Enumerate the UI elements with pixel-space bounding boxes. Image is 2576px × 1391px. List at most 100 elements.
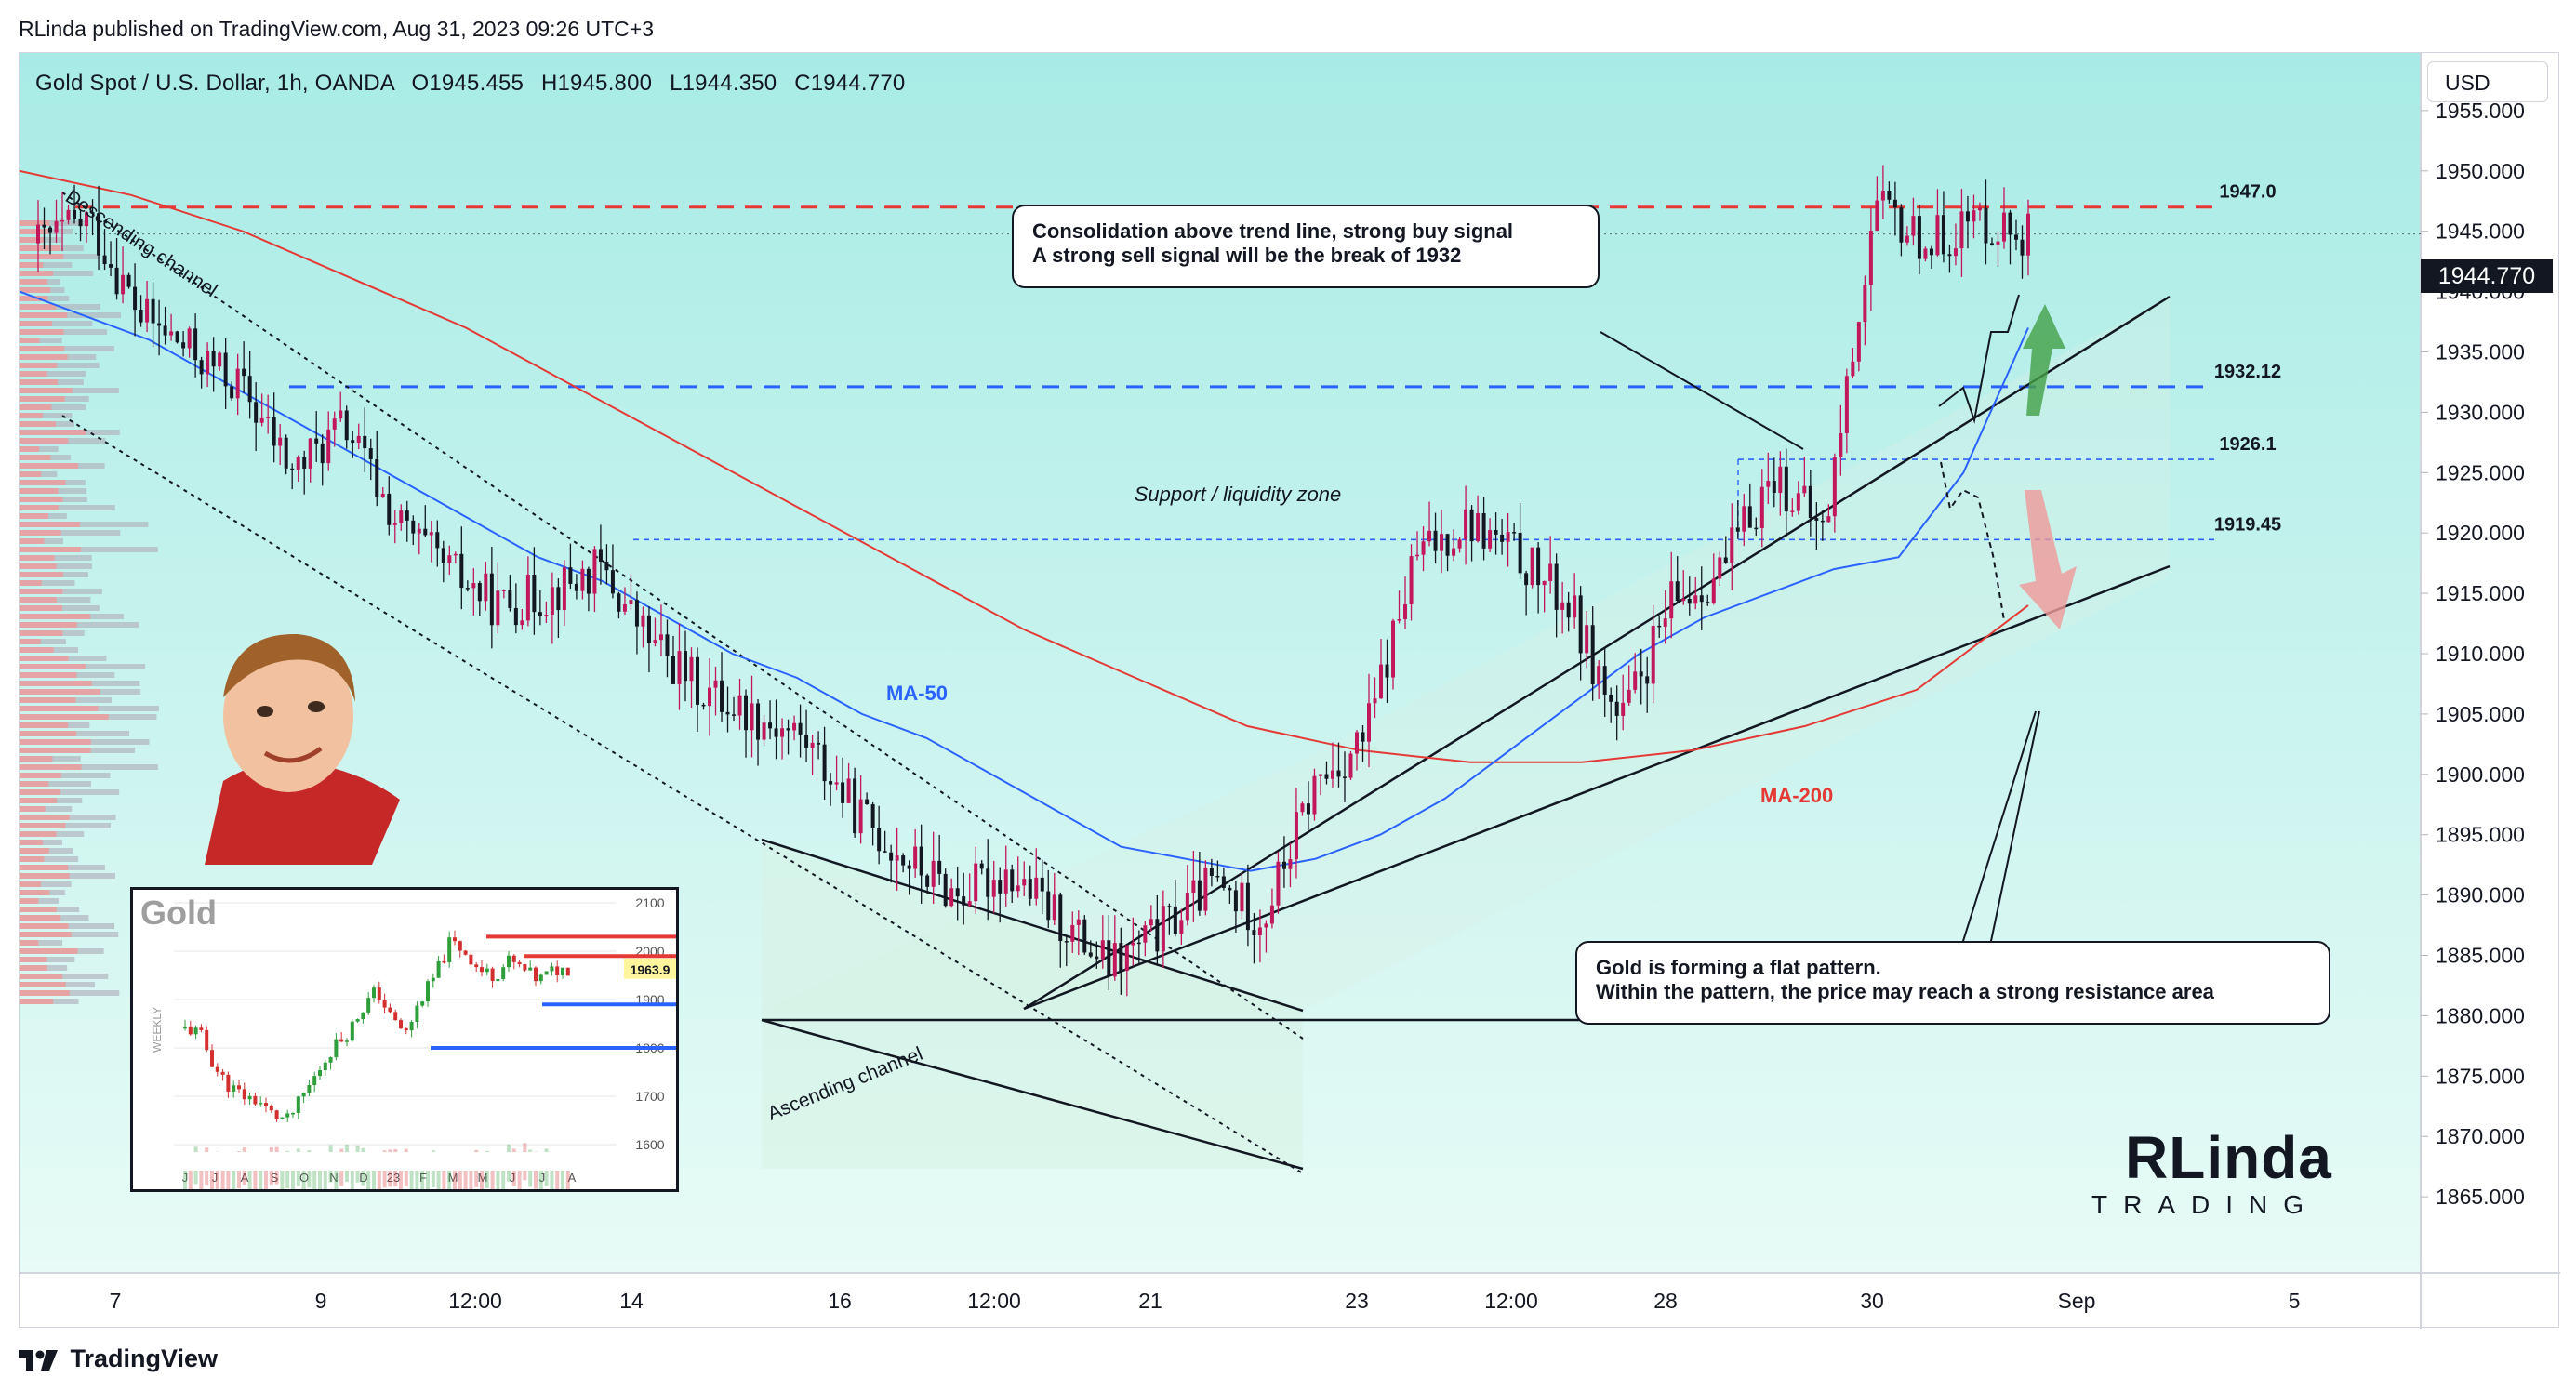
candle-body bbox=[1143, 925, 1148, 943]
candle-body bbox=[574, 583, 578, 591]
candle-body bbox=[1802, 485, 1807, 494]
candle-body bbox=[1228, 887, 1232, 891]
inset-candle-body bbox=[269, 1106, 273, 1111]
candle-body bbox=[1899, 207, 1904, 243]
inset-volume-bar bbox=[550, 1159, 554, 1189]
candle-body bbox=[405, 510, 409, 521]
candle-body bbox=[296, 457, 300, 470]
candle-body bbox=[1040, 877, 1044, 892]
volume-profile-bar-red bbox=[20, 940, 39, 946]
candle-body bbox=[974, 863, 978, 902]
candle-body bbox=[230, 386, 234, 399]
inset-candle-body bbox=[361, 1012, 365, 1020]
candle-body bbox=[841, 782, 845, 803]
candle-body bbox=[199, 360, 204, 375]
candle-body bbox=[1573, 595, 1577, 618]
inset-volume-bar bbox=[490, 1158, 495, 1189]
candle-body bbox=[1064, 941, 1069, 943]
candle-body bbox=[756, 703, 761, 740]
candle-body bbox=[223, 352, 228, 387]
candle-body bbox=[1935, 215, 1940, 256]
candle-body bbox=[580, 568, 585, 591]
candle-body bbox=[1167, 906, 1172, 907]
volume-profile-bar-red bbox=[20, 948, 78, 954]
candle-body bbox=[1530, 547, 1534, 586]
inset-candle-body bbox=[415, 1005, 419, 1022]
inset-x-tick: N bbox=[329, 1171, 338, 1185]
rlinda-logo-bottom: TRADING bbox=[2091, 1190, 2319, 1219]
volume-profile-bar bbox=[20, 898, 60, 904]
candle-body bbox=[634, 600, 639, 627]
inset-candle-body bbox=[274, 1110, 279, 1119]
inset-volume-bar bbox=[188, 1159, 193, 1189]
candle-body bbox=[1699, 595, 1704, 603]
candle-body bbox=[1481, 513, 1486, 549]
x-tick-label: 12:00 bbox=[448, 1289, 502, 1313]
candle-body bbox=[133, 286, 138, 311]
volume-profile-bar-red bbox=[20, 697, 76, 703]
volume-profile-bar-red bbox=[20, 656, 69, 661]
candle-body bbox=[1826, 516, 1831, 523]
level-label: 1947.0 bbox=[2219, 182, 2276, 203]
candle-body bbox=[870, 804, 875, 828]
open-value: O1945.455 bbox=[411, 71, 524, 96]
volume-profile-bar-red bbox=[20, 338, 40, 343]
volume-profile-bar-red bbox=[20, 806, 46, 812]
inset-candle-body bbox=[328, 1057, 333, 1063]
candle-body bbox=[786, 728, 790, 731]
candle-body bbox=[683, 651, 687, 682]
inset-volume-bar bbox=[350, 1155, 354, 1189]
level-label: 1919.45 bbox=[2214, 514, 2281, 535]
volume-profile-bar-red bbox=[20, 530, 61, 536]
candle-body bbox=[610, 570, 615, 594]
inset-volume-bar bbox=[253, 1159, 258, 1189]
candle-body bbox=[1597, 666, 1601, 684]
inset-volume-bar bbox=[232, 1159, 236, 1189]
last-price-tag: 1944.770 bbox=[2421, 259, 2553, 293]
candle-body bbox=[1131, 942, 1135, 946]
candle-body bbox=[1257, 927, 1262, 935]
tradingview-footer[interactable]: TradingView bbox=[19, 1345, 218, 1373]
candle-body bbox=[1361, 732, 1365, 742]
inset-volume-bar bbox=[366, 1158, 371, 1189]
volume-profile-bar-red bbox=[20, 781, 49, 787]
inset-candle-body bbox=[242, 1089, 246, 1100]
volume-profile-bar-red bbox=[20, 689, 100, 695]
candle-body bbox=[97, 213, 101, 256]
candle-body bbox=[998, 880, 1003, 894]
candle-body bbox=[206, 351, 210, 375]
candle-body bbox=[496, 590, 500, 626]
candle-body bbox=[1409, 556, 1414, 604]
candle-body bbox=[1645, 676, 1650, 684]
candle-body bbox=[1022, 879, 1027, 886]
inset-volume-bar bbox=[496, 1163, 500, 1189]
candle-body bbox=[1264, 923, 1268, 928]
currency-button[interactable]: USD bbox=[2427, 61, 2548, 102]
candle-body bbox=[629, 600, 633, 604]
candle-body bbox=[1518, 532, 1522, 574]
candle-body bbox=[1839, 432, 1843, 457]
volume-profile-bar-red bbox=[20, 923, 69, 929]
y-tick-label: 1935.000 bbox=[2436, 340, 2525, 364]
candle-body bbox=[320, 443, 325, 464]
volume-profile-bar-red bbox=[20, 823, 66, 828]
candle-body bbox=[653, 640, 657, 644]
y-tick-label: 1900.000 bbox=[2436, 762, 2525, 787]
inset-candle-body bbox=[366, 998, 371, 1013]
candle-body bbox=[762, 722, 766, 740]
volume-profile-bar bbox=[20, 555, 92, 561]
inset-candle-body bbox=[355, 1019, 360, 1022]
volume-profile-bar-red bbox=[20, 881, 41, 887]
volume-profile-bar bbox=[20, 940, 63, 946]
candle-body bbox=[339, 410, 343, 419]
y-tick-label: 1905.000 bbox=[2436, 702, 2525, 726]
candle-body bbox=[1832, 457, 1837, 517]
inset-candle-body bbox=[393, 1012, 398, 1021]
x-tick-label: 5 bbox=[2289, 1289, 2301, 1313]
candle-body bbox=[441, 548, 445, 563]
volume-profile-bar-red bbox=[20, 371, 47, 377]
candle-body bbox=[641, 615, 645, 627]
volume-profile-bar-red bbox=[20, 773, 61, 778]
volume-profile-bar bbox=[20, 262, 73, 268]
candle-body bbox=[254, 402, 259, 423]
